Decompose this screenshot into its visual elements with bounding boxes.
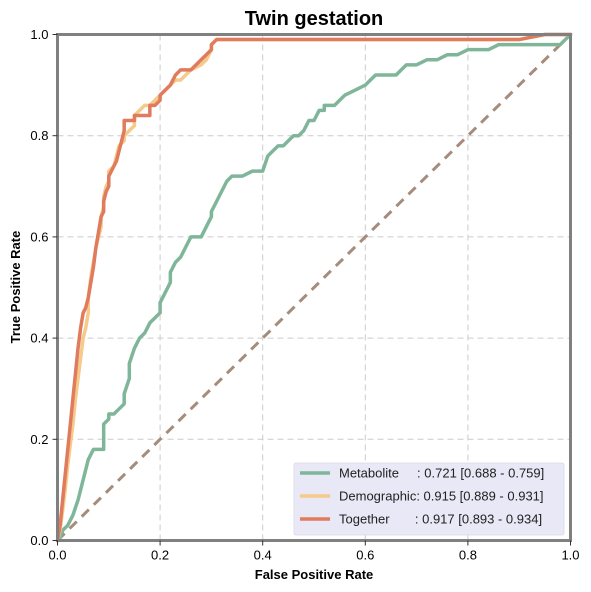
y-tick-label: 0.6 [30,229,48,244]
legend-label-metabolite: Metabolite : 0.721 [0.688 - 0.759] [339,466,544,481]
y-tick-label: 0.2 [30,432,48,447]
y-axis-ticks: 0.0 0.2 0.4 0.6 0.8 1.0 [30,27,58,548]
series-together-line [55,32,573,543]
grid-lines [57,34,571,541]
x-tick-label: 0.8 [459,548,477,563]
y-axis-label: True Positive Rate [8,231,23,344]
legend-entries: Metabolite : 0.721 [0.688 - 0.759] Demogr… [300,466,544,527]
x-axis-label: False Positive Rate [255,567,374,582]
roc-curves [55,32,573,543]
x-axis-ticks: 0.0 0.2 0.4 0.6 0.8 1.0 [48,540,580,563]
y-tick-label: 0.4 [30,331,48,346]
legend-box [293,462,565,536]
x-tick-label: 0.0 [48,548,66,563]
y-tick-label: 1.0 [30,27,48,42]
x-tick-label: 0.2 [151,548,169,563]
chart-title: Twin gestation [245,8,384,30]
series-metabolite-line [55,32,573,543]
x-tick-label: 0.6 [356,548,374,563]
y-tick-label: 0.8 [30,128,48,143]
x-tick-label: 0.4 [254,548,272,563]
plot-frame [56,33,572,542]
legend: Metabolite : 0.721 [0.688 - 0.759] Demogr… [293,462,565,536]
x-tick-label: 1.0 [561,548,579,563]
y-tick-label: 0.0 [30,533,48,548]
legend-label-demographic: Demographic: 0.915 [0.889 - 0.931] [339,489,544,504]
chance-diagonal-line [56,33,572,542]
legend-label-together: Together : 0.917 [0.893 - 0.934] [339,512,542,527]
